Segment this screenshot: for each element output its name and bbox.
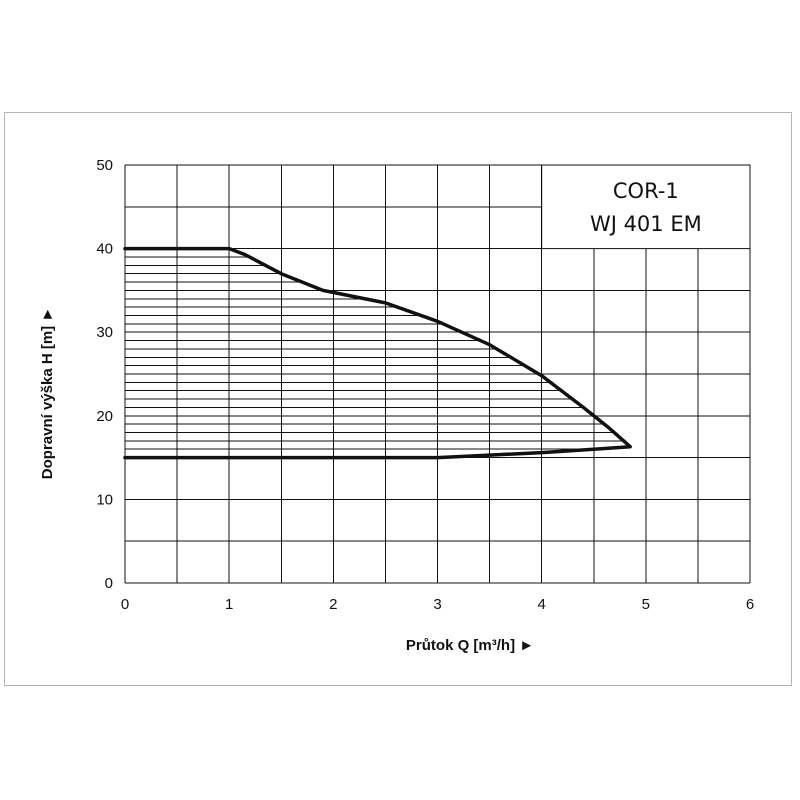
y-tick-label: 50 [96, 157, 113, 174]
y-axis-label: Dopravní výška H [m] ► [39, 307, 56, 479]
x-tick-label: 5 [642, 596, 650, 613]
y-tick-label: 0 [105, 575, 113, 592]
x-tick-label: 3 [433, 596, 441, 613]
title-box [541, 164, 751, 250]
x-tick-label: 2 [329, 596, 337, 613]
y-tick-label: 10 [96, 491, 113, 508]
y-tick-labels: 0 10 20 30 40 50 [96, 157, 113, 592]
x-tick-label: 1 [225, 596, 233, 613]
y-tick-label: 40 [96, 241, 113, 258]
chart-frame [4, 112, 792, 686]
y-tick-label: 30 [96, 324, 113, 341]
y-tick-label: 20 [96, 408, 113, 425]
x-tick-label: 0 [121, 596, 129, 613]
x-axis-label: Průtok Q [m³/h] ► [406, 637, 534, 654]
x-tick-label: 4 [537, 596, 545, 613]
x-tick-label: 6 [746, 596, 754, 613]
chart-title-line-2: WJ 401 EM [590, 212, 702, 236]
pump-curve-line [123, 246, 632, 460]
x-tick-labels: 0 1 2 3 4 5 6 [121, 596, 754, 613]
chart-title-line-1: COR-1 [613, 179, 679, 203]
